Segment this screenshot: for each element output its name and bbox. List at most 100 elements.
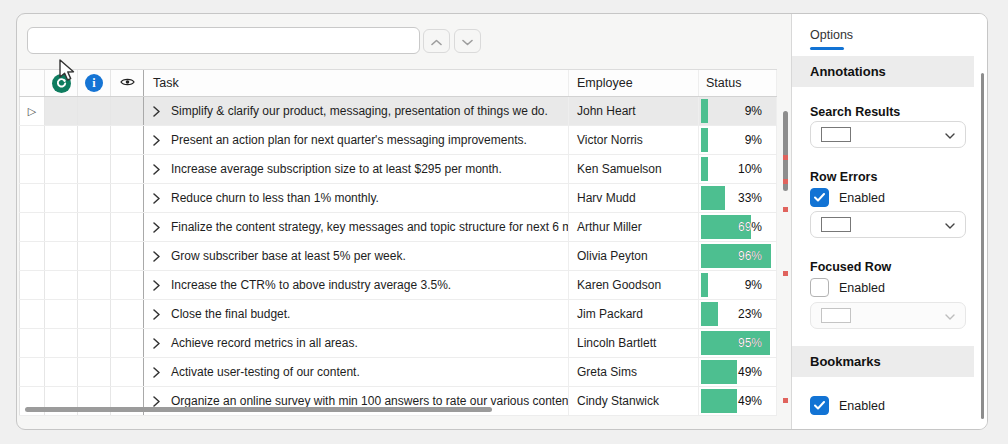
- table-row[interactable]: ▷ Achieve record metrics in all areas. L…: [19, 329, 777, 358]
- chevron-down-icon: [945, 218, 955, 232]
- row-indicator-cell: ▷: [19, 329, 45, 357]
- row-indicator-cell: ▷: [19, 358, 45, 386]
- task-cell[interactable]: Finalize the content strategy, key messa…: [144, 213, 569, 241]
- row-error-mark: [783, 179, 788, 184]
- expand-row-icon[interactable]: [153, 193, 160, 204]
- annotation-cell: [78, 213, 111, 241]
- employee-cell: Karen Goodson: [569, 271, 699, 299]
- options-panel-scrollbar[interactable]: [981, 73, 984, 419]
- table-row[interactable]: ▷ Reduce churn to less than 1% monthly. …: [19, 184, 777, 213]
- table-row[interactable]: ▷ Close the final budget. Jim Packard 23…: [19, 300, 777, 329]
- expand-row-icon[interactable]: [153, 251, 160, 262]
- status-progress: 10% 10%: [701, 157, 774, 181]
- table-row[interactable]: ▷ Finalize the content strategy, key mes…: [19, 213, 777, 242]
- info-icon: i: [85, 74, 103, 92]
- column-header-status[interactable]: Status: [699, 70, 777, 96]
- status-label-clip: 49%: [701, 389, 737, 413]
- info-header-cell[interactable]: i: [78, 70, 111, 96]
- grid-header-row: i Task Employee Status: [19, 69, 777, 97]
- eye-header-cell[interactable]: [111, 70, 144, 96]
- task-cell[interactable]: Grow subscriber base at least 5% per wee…: [144, 242, 569, 270]
- table-row[interactable]: ▷ Increase the CTR% to above industry av…: [19, 271, 777, 300]
- expand-row-icon[interactable]: [153, 338, 160, 349]
- employee-text: Victor Norris: [577, 133, 643, 147]
- status-label-clip: 9%: [701, 128, 708, 152]
- row-errors-enabled-checkbox[interactable]: Enabled: [810, 188, 885, 207]
- expand-row-icon[interactable]: [153, 367, 160, 378]
- expand-row-icon[interactable]: [153, 309, 160, 320]
- employee-cell: Lincoln Bartlett: [569, 329, 699, 357]
- bookmarks-enabled-checkbox[interactable]: Enabled: [810, 396, 885, 415]
- employee-cell: Cindy Stanwick: [569, 387, 699, 415]
- search-input[interactable]: [27, 27, 420, 54]
- task-cell[interactable]: Simplify & clarify our product, messagin…: [144, 97, 569, 125]
- checkbox-box: [810, 396, 829, 415]
- task-cell[interactable]: Close the final budget.: [144, 300, 569, 328]
- status-label-clip: 23%: [701, 302, 718, 326]
- task-text: Organize an online survey with min 100 a…: [171, 394, 569, 408]
- status-percent-label-inverse: 10%: [701, 157, 708, 181]
- expand-row-icon[interactable]: [153, 396, 160, 407]
- previous-result-button[interactable]: [423, 29, 450, 53]
- annotation-cell: [111, 300, 144, 328]
- status-label-clip: 9%: [701, 273, 708, 297]
- status-label-clip: 49%: [701, 360, 737, 384]
- annotation-cell: [78, 242, 111, 270]
- employee-text: Olivia Peyton: [577, 249, 648, 263]
- chevron-down-icon: [945, 128, 955, 142]
- row-indicator-cell: ▷: [19, 300, 45, 328]
- focused-row-color-dropdown[interactable]: [810, 302, 966, 329]
- status-cell: 10% 10%: [699, 155, 777, 183]
- status-cell: 69% 69%: [699, 213, 777, 241]
- focused-row-enabled-checkbox[interactable]: Enabled: [810, 278, 885, 297]
- annotation-cell: [78, 329, 111, 357]
- chevron-up-icon: [431, 32, 442, 50]
- task-cell[interactable]: Achieve record metrics in all areas.: [144, 329, 569, 357]
- status-progress: 69% 69%: [701, 215, 774, 239]
- employee-text: Arthur Miller: [577, 220, 642, 234]
- next-result-button[interactable]: [454, 29, 481, 53]
- task-cell[interactable]: Increase average subscription size to at…: [144, 155, 569, 183]
- expand-row-icon[interactable]: [153, 280, 160, 291]
- status-label-clip: 10%: [701, 157, 708, 181]
- row-errors-color-dropdown[interactable]: [810, 211, 966, 238]
- task-cell[interactable]: Present an action plan for next quarter'…: [144, 126, 569, 154]
- annotation-cell: [45, 271, 78, 299]
- task-cell[interactable]: Increase the CTR% to above industry aver…: [144, 271, 569, 299]
- status-percent-label: 10%: [701, 157, 775, 181]
- row-indicator-cell: ▷: [19, 126, 45, 154]
- color-swatch: [821, 217, 851, 232]
- search-results-label: Search Results: [810, 105, 900, 119]
- row-error-mark: [783, 155, 788, 160]
- expand-row-icon[interactable]: [153, 135, 160, 146]
- row-error-mark: [783, 398, 788, 403]
- table-row[interactable]: ▷ Activate user-testing of our content. …: [19, 358, 777, 387]
- table-row[interactable]: ▷ Increase average subscription size to …: [19, 155, 777, 184]
- search-results-color-dropdown[interactable]: [810, 121, 966, 148]
- expand-row-icon[interactable]: [153, 106, 160, 117]
- status-label-clip: 96%: [701, 244, 771, 268]
- task-cell[interactable]: Activate user-testing of our content.: [144, 358, 569, 386]
- table-row[interactable]: ▷ Present an action plan for next quarte…: [19, 126, 777, 155]
- grid-horizontal-scrollbar[interactable]: [25, 407, 492, 412]
- annotation-cell: [78, 97, 111, 125]
- employee-cell: Harv Mudd: [569, 184, 699, 212]
- column-header-employee[interactable]: Employee: [569, 70, 699, 96]
- annotation-cell: [45, 213, 78, 241]
- task-text: Increase average subscription size to at…: [171, 162, 502, 176]
- expand-row-icon[interactable]: [153, 164, 160, 175]
- tab-options[interactable]: Options: [810, 28, 853, 42]
- status-cell: 95% 95%: [699, 329, 777, 357]
- status-progress: 95% 95%: [701, 331, 774, 355]
- expand-row-icon[interactable]: [153, 222, 160, 233]
- status-percent-label-inverse: 33%: [701, 186, 725, 210]
- annotation-cell: [78, 155, 111, 183]
- status-percent-label-inverse: 69%: [701, 215, 751, 239]
- annotation-cell: [78, 271, 111, 299]
- table-row[interactable]: ▷ Grow subscriber base at least 5% per w…: [19, 242, 777, 271]
- green-marker-header-cell[interactable]: [45, 70, 78, 96]
- options-panel: Options Annotations Search Results Row E…: [791, 14, 987, 429]
- table-row[interactable]: ▷ Simplify & clarify our product, messag…: [19, 97, 777, 126]
- task-cell[interactable]: Reduce churn to less than 1% monthly.: [144, 184, 569, 212]
- column-header-task[interactable]: Task: [144, 70, 569, 96]
